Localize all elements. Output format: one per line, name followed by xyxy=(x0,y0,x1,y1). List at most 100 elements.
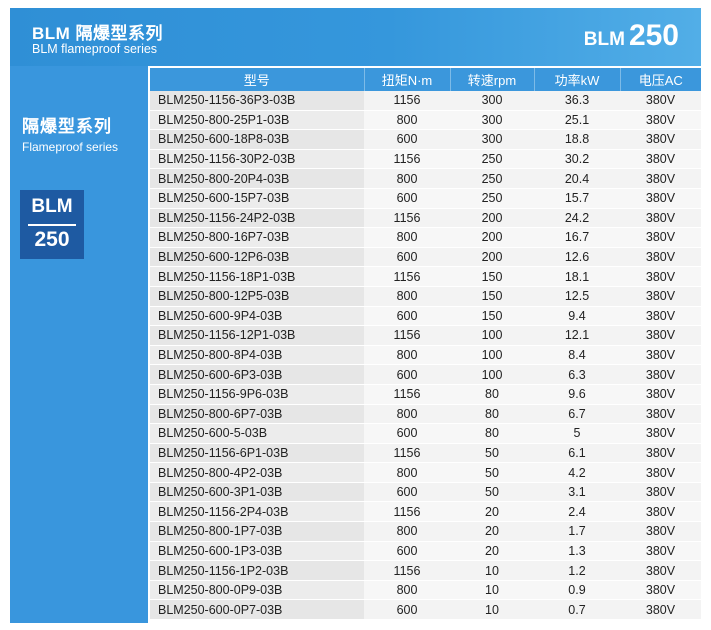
speed-cell: 150 xyxy=(450,306,534,327)
speed-cell: 80 xyxy=(450,404,534,425)
table-row: BLM250-800-20P4-03B 800 250 20.4 380V xyxy=(150,168,701,189)
speed-cell: 50 xyxy=(450,482,534,503)
table-row: BLM250-1156-24P2-03B 1156 200 24.2 380V xyxy=(150,208,701,229)
torque-cell: 600 xyxy=(364,188,450,209)
speed-cell: 10 xyxy=(450,580,534,601)
model-cell: BLM250-800-16P7-03B xyxy=(150,227,364,248)
model-cell: BLM250-800-4P2-03B xyxy=(150,462,364,483)
voltage-cell: 380V xyxy=(620,306,701,327)
voltage-cell: 380V xyxy=(620,599,701,621)
power-cell: 3.1 xyxy=(534,482,620,503)
torque-cell: 600 xyxy=(364,482,450,503)
power-cell: 2.4 xyxy=(534,501,620,523)
table-row: BLM250-1156-2P4-03B 1156 20 2.4 380V xyxy=(150,501,701,523)
table-row: BLM250-600-3P1-03B 600 50 3.1 380V xyxy=(150,482,701,503)
voltage-cell: 380V xyxy=(620,443,701,464)
torque-cell: 600 xyxy=(364,541,450,562)
voltage-cell: 380V xyxy=(620,560,701,581)
voltage-cell: 380V xyxy=(620,580,701,601)
spec-table-wrap: 型号 扭矩N·m 转速rpm 功率kW 电压AC BLM250-1156-36P… xyxy=(150,68,701,621)
power-cell: 0.7 xyxy=(534,599,620,621)
voltage-cell: 380V xyxy=(620,384,701,405)
voltage-cell: 380V xyxy=(620,521,701,542)
table-row: BLM250-1156-30P2-03B 1156 250 30.2 380V xyxy=(150,149,701,170)
header-voltage: 电压AC xyxy=(620,68,701,91)
power-cell: 5 xyxy=(534,423,620,444)
speed-cell: 50 xyxy=(450,443,534,464)
model-cell: BLM250-1156-30P2-03B xyxy=(150,149,364,170)
power-cell: 16.7 xyxy=(534,227,620,248)
power-cell: 18.1 xyxy=(534,266,620,287)
model-cell: BLM250-1156-1P2-03B xyxy=(150,560,364,581)
speed-cell: 300 xyxy=(450,110,534,131)
table-row: BLM250-600-6P3-03B 600 100 6.3 380V xyxy=(150,364,701,385)
power-cell: 12.6 xyxy=(534,247,620,268)
torque-cell: 1156 xyxy=(364,384,450,405)
table-row: BLM250-600-18P8-03B 600 300 18.8 380V xyxy=(150,129,701,150)
voltage-cell: 380V xyxy=(620,208,701,229)
header-power: 功率kW xyxy=(534,68,621,91)
table-row: BLM250-800-16P7-03B 800 200 16.7 380V xyxy=(150,227,701,248)
side-panel: 隔爆型系列 Flameproof series BLM 250 xyxy=(10,66,148,623)
model-cell: BLM250-1156-2P4-03B xyxy=(150,501,364,523)
table-row: BLM250-800-12P5-03B 800 150 12.5 380V xyxy=(150,286,701,307)
model-cell: BLM250-600-12P6-03B xyxy=(150,247,364,268)
voltage-cell: 380V xyxy=(620,286,701,307)
table-row: BLM250-1156-1P2-03B 1156 10 1.2 380V xyxy=(150,560,701,581)
table-row: BLM250-600-0P7-03B 600 10 0.7 380V xyxy=(150,599,701,621)
torque-cell: 800 xyxy=(364,580,450,601)
voltage-cell: 380V xyxy=(620,364,701,385)
power-cell: 36.3 xyxy=(534,91,620,111)
torque-cell: 1156 xyxy=(364,208,450,229)
torque-cell: 1156 xyxy=(364,443,450,464)
power-cell: 6.3 xyxy=(534,364,620,385)
voltage-cell: 380V xyxy=(620,110,701,131)
table-row: BLM250-600-12P6-03B 600 200 12.6 380V xyxy=(150,247,701,268)
torque-cell: 600 xyxy=(364,306,450,327)
table-row: BLM250-800-1P7-03B 800 20 1.7 380V xyxy=(150,521,701,542)
power-cell: 25.1 xyxy=(534,110,620,131)
torque-cell: 800 xyxy=(364,462,450,483)
voltage-cell: 380V xyxy=(620,501,701,523)
voltage-cell: 380V xyxy=(620,227,701,248)
model-cell: BLM250-600-1P3-03B xyxy=(150,541,364,562)
badge-bottom-text: 250 xyxy=(34,228,70,251)
header-model: BLM 250 xyxy=(584,19,679,53)
model-cell: BLM250-800-25P1-03B xyxy=(150,110,364,131)
model-cell: BLM250-1156-6P1-03B xyxy=(150,443,364,464)
model-cell: BLM250-600-9P4-03B xyxy=(150,306,364,327)
speed-cell: 100 xyxy=(450,364,534,385)
table-body: BLM250-1156-36P3-03B 1156 300 36.3 380V BLM25… xyxy=(150,91,701,621)
table-row: BLM250-600-5-03B 600 80 5 380V xyxy=(150,423,701,444)
header-model-number: 250 xyxy=(628,19,679,52)
torque-cell: 1156 xyxy=(364,91,450,111)
badge-divider xyxy=(28,224,76,226)
header-model: 型号 xyxy=(150,68,365,91)
table-row: BLM250-800-6P7-03B 800 80 6.7 380V xyxy=(150,404,701,425)
table-row: BLM250-1156-6P1-03B 1156 50 6.1 380V xyxy=(150,443,701,464)
torque-cell: 1156 xyxy=(364,501,450,523)
speed-cell: 80 xyxy=(450,423,534,444)
speed-cell: 300 xyxy=(450,129,534,150)
torque-cell: 1156 xyxy=(364,149,450,170)
model-cell: BLM250-800-1P7-03B xyxy=(150,521,364,542)
speed-cell: 20 xyxy=(450,521,534,542)
power-cell: 1.3 xyxy=(534,541,620,562)
table-row: BLM250-1156-12P1-03B 1156 100 12.1 380V xyxy=(150,325,701,346)
side-title-cn: 隔爆型系列 xyxy=(22,117,112,136)
model-cell: BLM250-800-0P9-03B xyxy=(150,580,364,601)
speed-cell: 100 xyxy=(450,325,534,346)
model-cell: BLM250-800-8P4-03B xyxy=(150,345,364,366)
voltage-cell: 380V xyxy=(620,462,701,483)
torque-cell: 1156 xyxy=(364,560,450,581)
voltage-cell: 380V xyxy=(620,482,701,503)
header-title-en: BLM flameproof series xyxy=(32,42,158,56)
torque-cell: 800 xyxy=(364,404,450,425)
model-cell: BLM250-1156-9P6-03B xyxy=(150,384,364,405)
model-cell: BLM250-600-18P8-03B xyxy=(150,129,364,150)
badge-top-text: BLM xyxy=(31,196,73,217)
torque-cell: 600 xyxy=(364,129,450,150)
torque-cell: 800 xyxy=(364,168,450,189)
header-speed: 转速rpm xyxy=(450,68,535,91)
header-banner: BLM 隔爆型系列 BLM flameproof series BLM 250 xyxy=(10,8,701,66)
